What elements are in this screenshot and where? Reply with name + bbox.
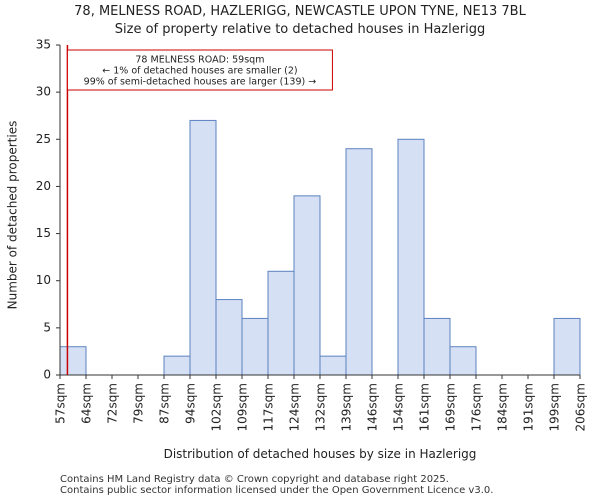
- footer-licence: Contains public sector information licen…: [60, 485, 494, 496]
- bar-161sqm: [423, 317, 451, 376]
- x-axis-label: Distribution of detached houses by size …: [164, 447, 477, 461]
- y-tick-label: 5: [43, 320, 51, 334]
- bar-117sqm: [267, 270, 295, 376]
- x-tick-label: 169sqm: [444, 383, 458, 431]
- x-tick-label: 161sqm: [418, 383, 432, 431]
- bar-132sqm: [319, 355, 347, 376]
- annotation-box: [66, 49, 333, 91]
- x-tick-label: 184sqm: [496, 383, 510, 431]
- x-tick-label: 117sqm: [262, 383, 276, 431]
- bar-94sqm: [189, 119, 217, 376]
- y-tick-label: 30: [36, 85, 51, 99]
- x-tick-label: 102sqm: [210, 383, 224, 431]
- bar-57sqm: [59, 346, 87, 376]
- x-tick-label: 72sqm: [106, 383, 120, 424]
- y-tick-label: 20: [36, 179, 51, 193]
- bar-109sqm: [241, 317, 269, 376]
- bar-169sqm: [449, 346, 477, 376]
- x-tick-label: 94sqm: [184, 383, 198, 424]
- y-tick-label: 25: [36, 132, 51, 146]
- x-tick-label: 87sqm: [158, 383, 172, 424]
- y-tick-label: 10: [36, 273, 51, 287]
- x-tick-label: 132sqm: [314, 383, 328, 431]
- x-tick-label: 57sqm: [54, 383, 68, 424]
- x-tick-label: 139sqm: [340, 383, 354, 431]
- bar-154sqm: [397, 138, 425, 376]
- bar-87sqm: [163, 355, 191, 376]
- footer-copyright: Contains HM Land Registry data © Crown c…: [60, 474, 449, 485]
- y-axis-label: Number of detached properties: [6, 121, 20, 310]
- bar-102sqm: [215, 299, 243, 376]
- annotation-smaller: ← 1% of detached houses are smaller (2): [102, 66, 297, 77]
- bar-124sqm: [293, 195, 321, 376]
- chart-subtitle: Size of property relative to detached ho…: [114, 22, 486, 37]
- axes-group: 0 5 10 15 20 25 30 35 57sqm 64sqm 72sqm 79sqm 87sqm 9…: [36, 38, 588, 432]
- x-tick-label: 109sqm: [236, 383, 250, 431]
- x-tick-label: 79sqm: [132, 383, 146, 424]
- marker-group: 78 MELNESS ROAD: 59sqm← 1% of detached h…: [66, 45, 333, 375]
- y-tick-label: 0: [43, 368, 51, 382]
- x-tick-label: 176sqm: [470, 383, 484, 431]
- x-tick-label: 124sqm: [288, 383, 302, 431]
- chart-title: 78, MELNESS ROAD, HAZLERIGG, NEWCASTLE U…: [74, 4, 526, 19]
- annotation-title: 78 MELNESS ROAD: 59sqm: [135, 55, 264, 66]
- y-tick-label: 15: [36, 226, 51, 240]
- bar-199sqm: [553, 317, 581, 376]
- y-tick-label: 35: [36, 38, 51, 52]
- x-tick-label: 154sqm: [392, 383, 406, 431]
- x-tick-label: 199sqm: [548, 383, 562, 431]
- x-tick-label: 206sqm: [574, 383, 588, 431]
- x-tick-label: 191sqm: [522, 383, 536, 431]
- annotation-larger: 99% of semi-detached houses are larger (…: [84, 77, 317, 88]
- bar-139sqm: [345, 148, 373, 376]
- bars-group: [59, 119, 581, 376]
- x-tick-label: 64sqm: [80, 383, 94, 424]
- x-tick-label: 146sqm: [366, 383, 380, 431]
